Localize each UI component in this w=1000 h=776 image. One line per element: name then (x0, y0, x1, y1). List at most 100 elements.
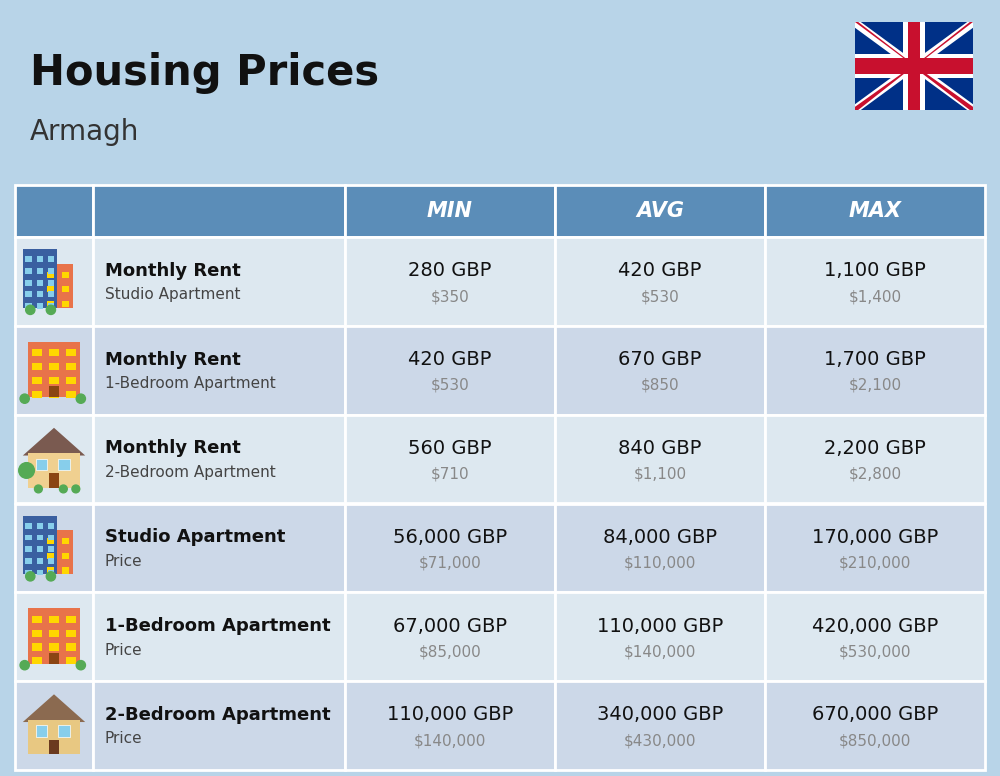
Text: $850,000: $850,000 (839, 733, 911, 748)
Bar (37, 546, 43, 552)
Bar (555, 185, 765, 237)
Bar (25, 256, 32, 262)
Bar (25, 546, 32, 552)
Text: 67,000 GBP: 67,000 GBP (393, 617, 507, 636)
Bar (47, 553, 54, 559)
Bar (49, 629, 59, 637)
Bar (36, 725, 47, 737)
Bar (66, 349, 76, 356)
Bar (37, 279, 43, 286)
Bar (765, 681, 985, 770)
Text: $2,100: $2,100 (848, 378, 902, 393)
Circle shape (26, 305, 35, 314)
Text: Price: Price (105, 732, 143, 747)
Text: $71,000: $71,000 (419, 556, 481, 570)
Bar (28, 453, 80, 487)
Bar (58, 725, 70, 737)
Bar (48, 523, 54, 528)
Bar (765, 185, 985, 237)
Bar (765, 504, 985, 592)
Bar (345, 504, 555, 592)
Text: 84,000 GBP: 84,000 GBP (603, 528, 717, 547)
Text: $110,000: $110,000 (624, 556, 696, 570)
Text: $140,000: $140,000 (414, 733, 486, 748)
Text: 420 GBP: 420 GBP (618, 262, 702, 280)
Bar (555, 504, 765, 592)
Bar (32, 643, 42, 650)
Bar (25, 292, 32, 297)
Circle shape (46, 305, 55, 314)
Polygon shape (855, 22, 973, 110)
Bar (32, 615, 42, 623)
Polygon shape (855, 22, 916, 66)
Bar (345, 326, 555, 414)
Bar (66, 377, 76, 384)
Bar (345, 237, 555, 326)
Bar (765, 592, 985, 681)
Bar (25, 268, 32, 274)
Bar (37, 303, 43, 309)
Bar (49, 391, 59, 398)
Text: $140,000: $140,000 (624, 644, 696, 660)
Bar (47, 301, 54, 307)
Text: $530: $530 (431, 378, 469, 393)
Bar (15, 185, 93, 237)
Bar (25, 570, 32, 575)
Bar (25, 558, 32, 563)
Bar (48, 570, 54, 575)
Circle shape (72, 485, 80, 493)
Circle shape (19, 462, 34, 478)
Bar (15, 237, 93, 326)
Bar (855, 22, 973, 110)
Bar (32, 391, 42, 398)
Bar (47, 286, 54, 293)
Text: 840 GBP: 840 GBP (618, 439, 702, 458)
Bar (32, 363, 42, 370)
Bar (66, 363, 76, 370)
Text: 420,000 GBP: 420,000 GBP (812, 617, 938, 636)
Bar (49, 643, 59, 650)
Bar (48, 303, 54, 309)
Text: $350: $350 (431, 289, 469, 304)
Bar (47, 272, 54, 278)
Bar (49, 377, 59, 384)
Circle shape (46, 572, 55, 581)
Bar (48, 268, 54, 274)
Polygon shape (855, 66, 914, 110)
Text: 2-Bedroom Apartment: 2-Bedroom Apartment (105, 706, 331, 724)
Bar (903, 22, 925, 110)
Bar (93, 237, 345, 326)
Bar (93, 414, 345, 504)
Circle shape (20, 394, 29, 404)
Text: Price: Price (105, 643, 143, 657)
Bar (66, 391, 76, 398)
Bar (49, 386, 59, 397)
Bar (48, 558, 54, 563)
Polygon shape (912, 66, 973, 110)
Text: 670,000 GBP: 670,000 GBP (812, 705, 938, 725)
Bar (37, 268, 43, 274)
Bar (48, 292, 54, 297)
Bar (25, 303, 32, 309)
Circle shape (76, 394, 85, 404)
Bar (37, 256, 43, 262)
Bar (58, 459, 70, 470)
Bar (345, 681, 555, 770)
Text: 420 GBP: 420 GBP (408, 350, 492, 369)
Circle shape (34, 485, 42, 493)
Text: $2,800: $2,800 (848, 466, 902, 482)
Bar (62, 567, 69, 573)
Bar (855, 58, 973, 74)
Text: 560 GBP: 560 GBP (408, 439, 492, 458)
Text: Monthly Rent: Monthly Rent (105, 439, 241, 457)
Bar (37, 570, 43, 575)
Bar (908, 22, 920, 110)
Bar (48, 546, 54, 552)
Text: Monthly Rent: Monthly Rent (105, 262, 241, 280)
Text: 280 GBP: 280 GBP (408, 262, 492, 280)
Text: $430,000: $430,000 (624, 733, 696, 748)
Polygon shape (914, 22, 973, 66)
Bar (345, 185, 555, 237)
Bar (48, 279, 54, 286)
Bar (345, 592, 555, 681)
